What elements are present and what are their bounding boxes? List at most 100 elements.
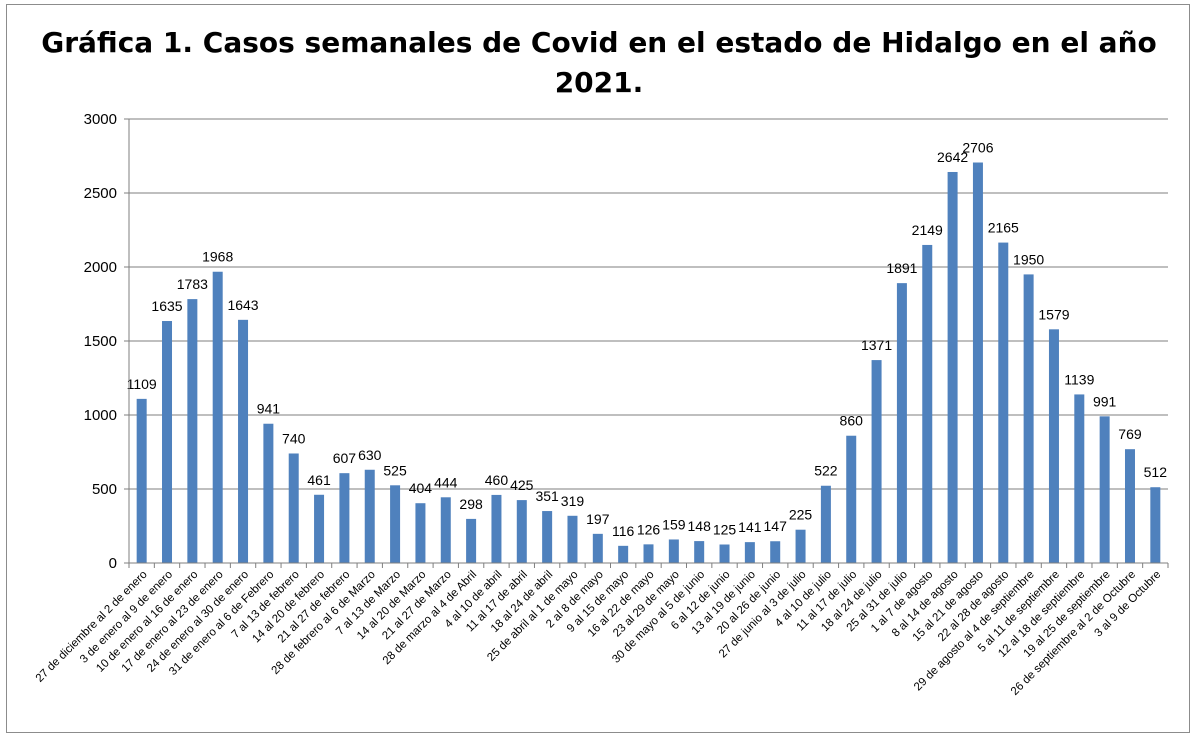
bar [339,473,350,563]
data-label: 1139 [1064,371,1094,387]
bar [238,319,249,563]
data-label: 2149 [912,222,943,238]
data-label: 2642 [937,149,968,165]
bar [744,542,755,563]
bar [516,500,527,563]
data-label: 1371 [861,337,892,353]
bar [1074,394,1085,563]
data-label: 351 [535,488,559,504]
bar [1048,329,1059,563]
bars [136,162,1161,563]
data-label: 1891 [886,260,917,276]
data-label: 126 [637,521,661,537]
bar [1124,449,1135,563]
bar [871,360,882,563]
bar [1150,487,1161,563]
bar [440,497,451,563]
data-label: 425 [510,477,534,493]
data-label: 147 [764,518,788,534]
bar [947,171,958,563]
bar [212,271,223,563]
data-label: 1643 [227,297,258,313]
bar [567,515,578,563]
bar [896,283,907,563]
data-label: 1579 [1038,306,1069,322]
y-axis-tick-labels: 0 500 1000 1500 2000 2500 3000 [84,111,117,572]
chart-frame: Gráfica 1. Casos semanales de Covid en e… [6,4,1190,733]
data-label: 404 [409,480,433,496]
data-label: 860 [840,413,864,429]
bar [364,469,375,563]
bar [795,529,806,563]
axes [124,118,1169,568]
bar [314,494,325,563]
y-tick-label: 0 [109,555,117,572]
data-label: 1635 [151,298,182,314]
bar [770,541,781,563]
bar [846,435,857,563]
data-label: 319 [561,493,585,509]
chart-title-line-1: Gráfica 1. Casos semanales de Covid en e… [41,26,1157,59]
data-label: 225 [789,507,813,523]
bar [263,423,274,563]
data-label: 1968 [202,249,233,265]
data-label: 607 [333,450,357,466]
data-label: 991 [1093,393,1117,409]
data-label: 460 [485,472,509,488]
bar [1023,274,1034,563]
bar [643,544,654,563]
bar [542,511,553,563]
gridlines [129,118,1168,490]
data-label: 298 [459,496,483,512]
y-tick-label: 2500 [84,185,117,202]
data-label: 148 [688,518,712,534]
y-tick-label: 500 [92,481,117,498]
bar [998,242,1009,563]
data-label: 141 [738,519,762,535]
bar [162,321,173,563]
data-label: 1950 [1013,251,1044,267]
data-label: 444 [434,474,458,490]
bar [592,533,603,563]
y-tick-label: 1000 [84,407,117,424]
y-tick-label: 2000 [84,259,117,276]
data-label: 116 [612,523,635,539]
bar [618,545,629,563]
chart-title: Gráfica 1. Casos semanales de Covid en e… [7,23,1191,103]
data-label: 512 [1144,464,1168,480]
data-label: 525 [383,462,407,478]
bar [288,453,299,563]
data-label: 461 [307,472,331,488]
y-tick-label: 1500 [84,333,117,350]
bar [668,539,679,563]
bar [719,544,730,563]
bar [415,503,426,563]
chart-title-line-2: 2021. [554,66,644,99]
bar [466,518,477,563]
bar [491,494,502,563]
bar [972,162,983,563]
bar [187,299,198,563]
bar [136,398,147,563]
data-label: 522 [814,463,838,479]
y-tick-label: 3000 [84,111,117,128]
data-label: 740 [282,430,306,446]
data-label: 1783 [177,276,208,292]
data-label: 1109 [127,376,157,392]
bar [922,244,933,563]
data-label: 159 [662,516,686,532]
bar [1099,416,1110,563]
data-label: 2165 [988,220,1019,236]
data-label: 769 [1118,426,1142,442]
data-label: 2706 [962,140,993,156]
bar [820,485,831,563]
data-label: 630 [358,447,382,463]
bar [390,485,401,563]
data-label: 941 [257,401,281,417]
data-label: 125 [713,522,737,538]
bar [694,541,705,563]
data-label: 197 [586,511,610,527]
